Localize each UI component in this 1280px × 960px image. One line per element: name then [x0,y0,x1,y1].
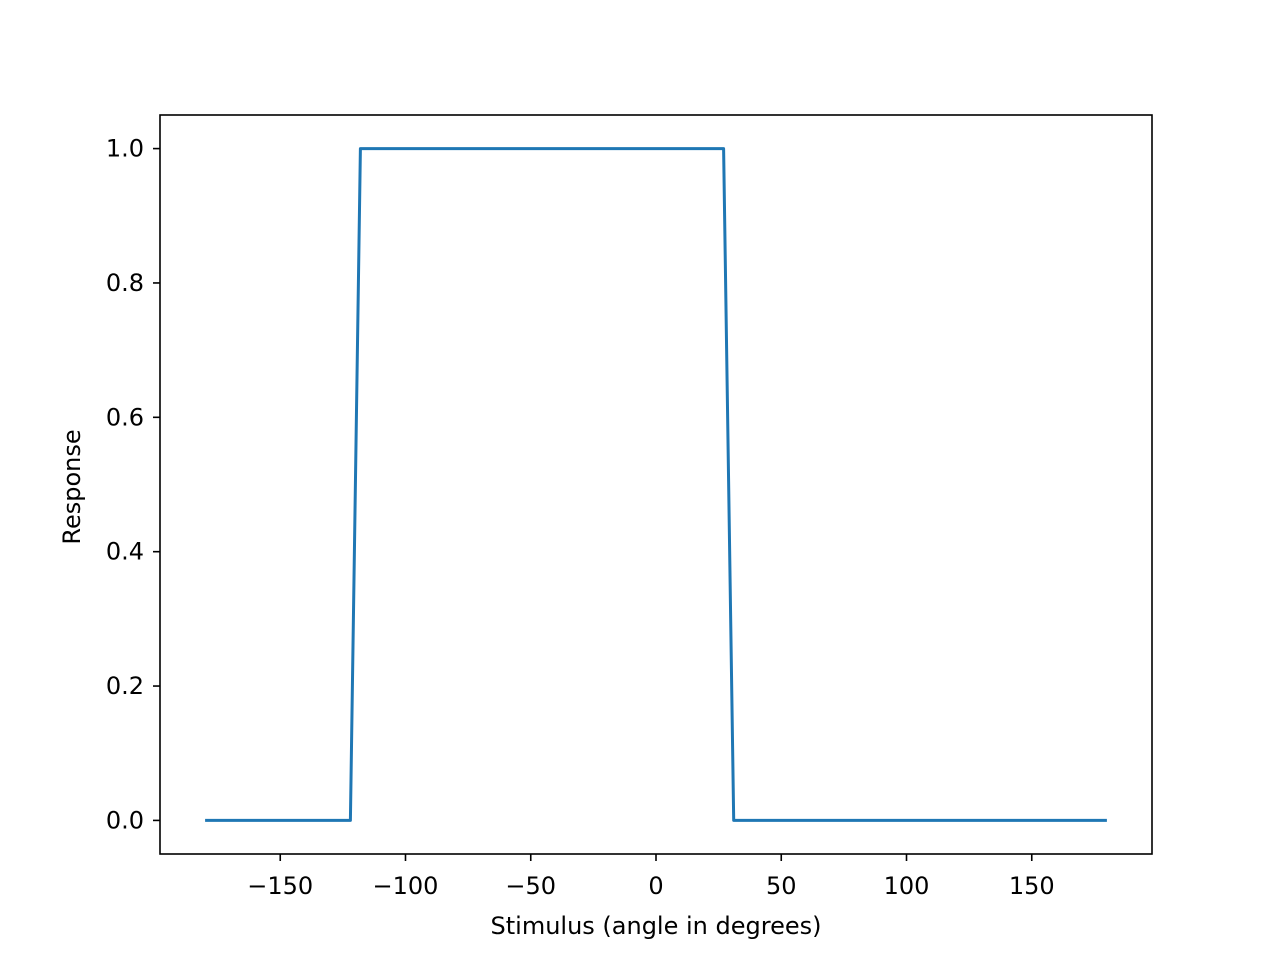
x-tick-label: −50 [505,872,556,900]
series-line-0 [205,147,1107,822]
x-tick-label: 50 [766,872,797,900]
y-tick-label: 0.2 [106,672,144,700]
x-tick-label: 150 [1009,872,1055,900]
x-tick-label: −150 [247,872,313,900]
plot-area [205,147,1107,822]
y-axis-label: Response [58,429,86,544]
y-tick-label: 0.8 [106,269,144,297]
x-tick-label: −100 [373,872,439,900]
x-tick-label: 100 [884,872,930,900]
y-tick-label: 0.4 [106,538,144,566]
x-axis-label: Stimulus (angle in degrees) [491,912,822,940]
y-tick-label: 1.0 [106,135,144,163]
x-tick-label: 0 [648,872,663,900]
y-axis-ticks: 0.0 0.2 0.4 0.6 0.8 1.0 [106,135,160,834]
axes-frame [159,114,1153,855]
x-axis-ticks: −150 −100 −50 0 50 100 150 [247,854,1055,900]
y-tick-label: 0.6 [106,403,144,431]
y-tick-label: 0.0 [106,806,144,834]
